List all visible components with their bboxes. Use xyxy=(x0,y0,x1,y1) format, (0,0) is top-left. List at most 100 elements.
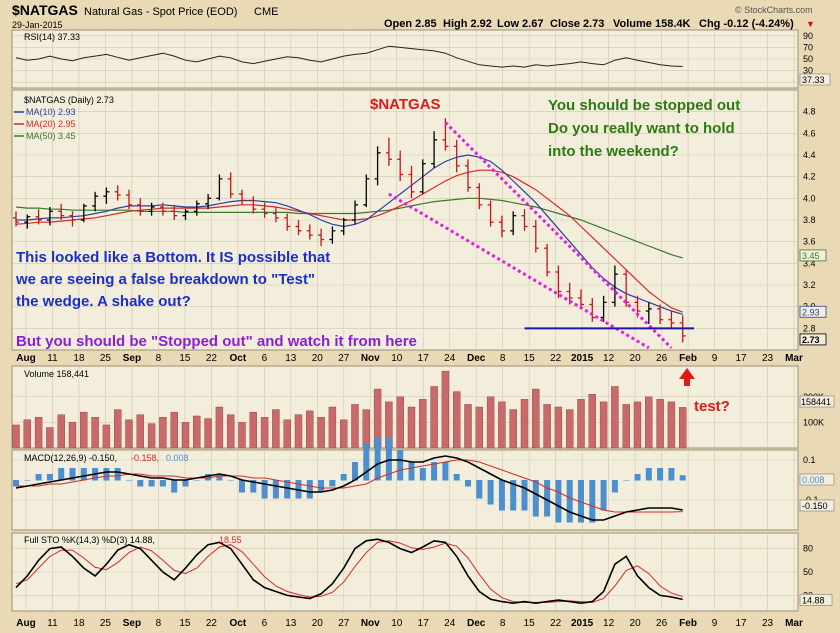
macd-hist-bar xyxy=(476,480,483,499)
sto-legend-d: 18.55 xyxy=(219,535,242,545)
volume-bar xyxy=(68,422,77,449)
watermark: © StockCharts.com xyxy=(735,5,813,15)
macd-last-label: 0.008 xyxy=(802,475,825,485)
volume-bar xyxy=(419,399,427,449)
y-tick-label: 4.4 xyxy=(803,150,816,160)
macd-hist-bar xyxy=(216,474,223,481)
volume-bar xyxy=(294,414,303,449)
x-tick-label: 6 xyxy=(262,618,268,629)
y-tick-label: 3.8 xyxy=(803,215,816,225)
price-bar xyxy=(261,202,268,218)
macd-hist-bar xyxy=(668,468,675,481)
price-bar xyxy=(80,203,87,223)
volume-bar xyxy=(475,406,483,449)
macd-hist-bar xyxy=(159,480,166,487)
volume-bar xyxy=(588,393,596,449)
price-bar xyxy=(352,200,358,225)
x-tick-label: Mar xyxy=(785,353,803,364)
x-tick-label: Nov xyxy=(361,618,380,629)
x-tick-label: 15 xyxy=(179,618,191,629)
volume-bar xyxy=(430,386,438,449)
macd-hist-bar xyxy=(250,480,257,493)
x-tick-label: 20 xyxy=(630,618,642,629)
ma50-legend: MA(50) 3.45 xyxy=(26,131,76,141)
x-tick-label: Feb xyxy=(679,353,697,364)
macd-hist-bar xyxy=(103,468,110,481)
x-tick-label: 12 xyxy=(603,353,615,364)
macd-hist-bar xyxy=(431,462,438,481)
x-tick-label: 6 xyxy=(262,353,268,364)
sto-panel: 805020 14.88 Full STO %K(14,3) %D(3) 14.… xyxy=(11,532,833,612)
y-tick-label: 90 xyxy=(803,31,813,41)
price-bar xyxy=(35,209,42,225)
price-bar xyxy=(532,220,539,253)
sto-d-line xyxy=(15,540,683,603)
x-tick-label: 9 xyxy=(712,353,718,364)
annotation-title: $NATGAS xyxy=(370,96,441,113)
price-bar xyxy=(284,213,291,231)
price-bar xyxy=(419,159,426,194)
ma20-legend: MA(20) 2.95 xyxy=(26,119,76,129)
price-bar xyxy=(272,207,279,223)
macd-hist-bar xyxy=(408,462,415,481)
quote-volume: Volume 158.4K xyxy=(613,18,690,30)
price-bar xyxy=(340,217,347,236)
volume-bar xyxy=(113,409,122,449)
macd-hist-bar xyxy=(634,474,641,481)
x-tick-label: 15 xyxy=(179,353,191,364)
y-tick-label: 3.6 xyxy=(803,237,816,247)
macd-hist-bar xyxy=(532,480,539,517)
x-axis-bottom: Aug 11 18 25 Sep 8 15 22 Oct 6 13 20 27 Nov 10 17 24 Dec 8… xyxy=(16,618,803,629)
macd-last-labels: 0.008 -0.150 xyxy=(799,473,835,512)
macd-hist-bar xyxy=(261,480,268,499)
price-bar xyxy=(363,174,370,207)
x-tick-label: Nov xyxy=(361,353,380,364)
sto-last-labels: 14.88 xyxy=(799,594,833,606)
x-tick-label: 12 xyxy=(603,618,615,629)
volume-bar xyxy=(509,409,517,449)
wedge-upper-line xyxy=(444,121,673,349)
macd-legend-signal: -0.158, xyxy=(131,453,159,463)
macd-hist-bar xyxy=(318,480,325,493)
price-bar xyxy=(498,215,505,238)
macd-hist-bar xyxy=(239,480,245,493)
macd-hist-bar xyxy=(487,480,494,505)
price-bar xyxy=(487,200,494,227)
annotation-test: test? xyxy=(694,398,730,415)
x-tick-label: 22 xyxy=(206,618,218,629)
x-tick-label: 25 xyxy=(100,353,112,364)
macd-last-label: -0.150 xyxy=(802,501,828,511)
price-bar xyxy=(521,209,528,231)
volume-bar xyxy=(441,370,450,449)
annotation-stopped-2: Do you really want to hold xyxy=(548,120,735,137)
price-bar xyxy=(611,265,618,307)
volume-bar xyxy=(272,409,280,449)
price-bar xyxy=(668,311,675,329)
x-tick-label: 27 xyxy=(338,618,350,629)
x-tick-label: 26 xyxy=(656,353,668,364)
volume-bar xyxy=(486,396,495,449)
volume-bar xyxy=(611,386,619,449)
price-bar xyxy=(227,172,234,199)
x-tick-label: 20 xyxy=(630,353,642,364)
quote-close: Close 2.73 xyxy=(550,18,604,30)
macd-hist-bar xyxy=(465,480,471,487)
ma10-line xyxy=(16,154,683,315)
price-bar xyxy=(306,224,313,240)
volume-bar xyxy=(91,417,99,449)
rsi-last-label: 37.33 xyxy=(802,75,825,85)
macd-hist-bar xyxy=(148,480,155,487)
price-bar xyxy=(103,187,110,204)
macd-hist-bar xyxy=(578,480,584,523)
y-tick-label: 4.0 xyxy=(803,193,816,203)
x-tick-label: 22 xyxy=(550,618,562,629)
volume-bar xyxy=(80,411,88,449)
x-tick-label: 27 xyxy=(338,353,350,364)
rsi-last-label-box xyxy=(799,73,831,86)
macd-last-box xyxy=(799,499,835,512)
x-tick-label: Sep xyxy=(123,353,141,364)
price-panel: 4.84.64.44.24.03.83.63.43.23.02.8 3.452.… xyxy=(11,89,827,351)
volume-bar xyxy=(667,401,676,449)
macd-hist-bar xyxy=(171,480,178,493)
volume-bar xyxy=(554,406,563,449)
